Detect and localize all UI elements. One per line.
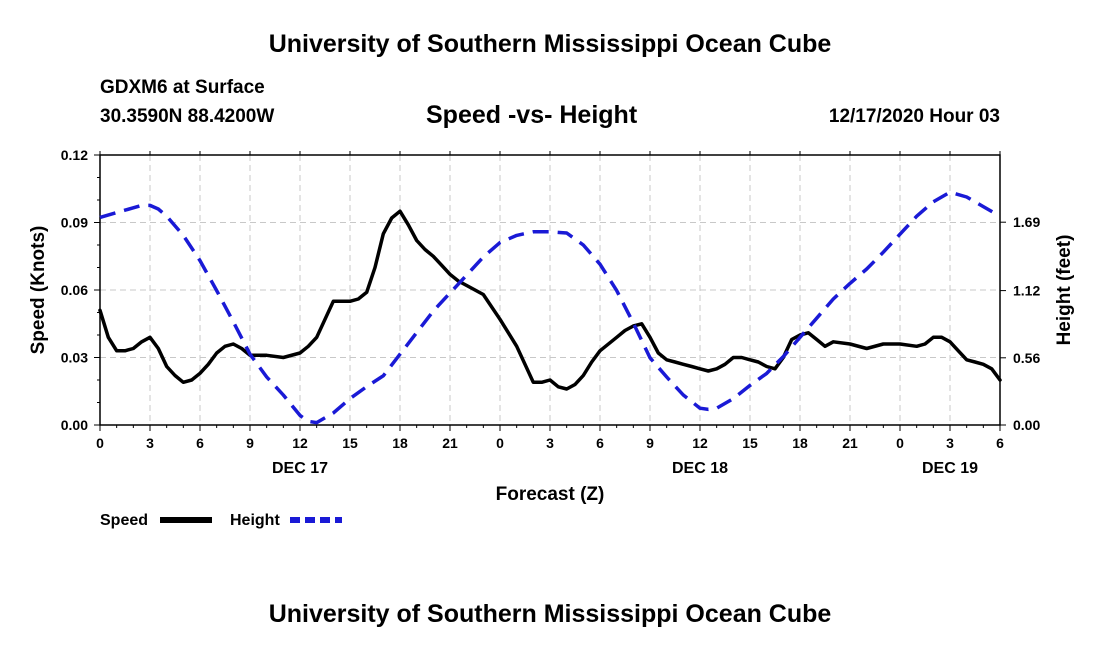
- y2-tick-label: 1.69: [1013, 214, 1040, 230]
- top-title: University of Southern Mississippi Ocean…: [268, 30, 832, 58]
- plot-frame: [99, 154, 1001, 426]
- x-tick-label: 12: [292, 435, 308, 451]
- y2-axis-label: Height (feet): [1054, 235, 1075, 346]
- x-tick-label: 15: [342, 435, 358, 451]
- legend-label-speed: Speed: [100, 512, 148, 529]
- y-tick-label: 0.12: [61, 147, 88, 163]
- x-tick-label: 3: [146, 435, 154, 451]
- x-tick-label: 3: [546, 435, 554, 451]
- x-tick-label: 3: [946, 435, 954, 451]
- y2-tick-label: 1.12: [1013, 283, 1040, 299]
- coordinates-label: 30.3590N 88.4200W: [100, 106, 275, 127]
- x-tick-label: 9: [246, 435, 254, 451]
- bottom-title: University of Southern Mississippi Ocean…: [268, 600, 832, 628]
- x-tick-label: 21: [442, 435, 458, 451]
- station-label: GDXM6 at Surface: [100, 77, 265, 98]
- y-tick-label: 0.06: [61, 282, 88, 298]
- y-tick-label: 0.03: [61, 350, 88, 366]
- tick-labels: 0 3 6 9 12 15 18 21 0 3 6 9 12 15 18 21 0 3 6 DEC 17 DEC 18 D…: [61, 147, 1041, 477]
- x-axis-label: Forecast (Z): [496, 484, 605, 505]
- legend-label-height: Height: [230, 512, 280, 529]
- x-tick-label: 6: [196, 435, 204, 451]
- speed-series-line: [98, 209, 1002, 391]
- x-tick-label: 0: [896, 435, 904, 451]
- date-label: DEC 18: [672, 460, 728, 477]
- x-tick-label: 12: [692, 435, 708, 451]
- x-tick-label: 6: [996, 435, 1004, 451]
- date-label: DEC 19: [922, 460, 978, 477]
- x-tick-label: 18: [392, 435, 408, 451]
- x-tick-label: 9: [646, 435, 654, 451]
- y2-tick-label: 0.00: [1013, 417, 1040, 433]
- date-label: DEC 17: [272, 460, 328, 477]
- y-tick-label: 0.00: [61, 417, 88, 433]
- x-tick-label: 6: [596, 435, 604, 451]
- x-tick-label: 21: [842, 435, 858, 451]
- y2-tick-label: 0.56: [1013, 350, 1040, 366]
- series-lines: [98, 190, 1002, 425]
- height-series-line: [99, 190, 1001, 425]
- x-tick-label: 0: [496, 435, 504, 451]
- x-tick-label: 15: [742, 435, 758, 451]
- y-axis-label: Speed (Knots): [28, 226, 49, 355]
- y-tick-label: 0.09: [61, 215, 88, 231]
- grid: [100, 155, 1000, 425]
- x-tick-label: 0: [96, 435, 104, 451]
- x-tick-label: 18: [792, 435, 808, 451]
- axes: [94, 151, 1006, 431]
- run-time-label: 12/17/2020 Hour 03: [828, 106, 1000, 127]
- legend: Speed Height: [100, 512, 342, 529]
- chart-title: Speed -vs- Height: [426, 101, 638, 129]
